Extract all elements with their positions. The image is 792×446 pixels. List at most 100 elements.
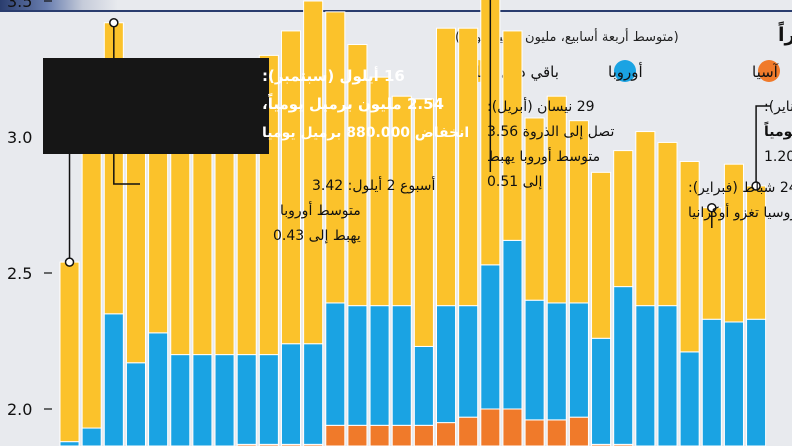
brand-logo <box>0 0 118 10</box>
bar-segment-rest <box>81 144 102 429</box>
bar-segment-asia <box>502 408 523 446</box>
bar-segment-europe <box>59 441 80 446</box>
annotation-marker-dot <box>707 202 717 213</box>
bar-segment-rest <box>657 141 678 307</box>
bar-segment-asia <box>546 419 567 446</box>
legend-label-asia: آسيا <box>752 63 779 81</box>
bar-segment-asia <box>325 424 346 446</box>
bar-segment-europe <box>369 305 390 426</box>
bar-segment-europe <box>258 354 279 445</box>
bar-segment-asia <box>458 416 479 446</box>
bar-segment-rest <box>458 27 479 307</box>
bar-segment-europe <box>701 318 722 446</box>
bar-segment-asia <box>436 422 457 446</box>
bar-segment-rest <box>59 261 80 443</box>
y-tick-label: 2.0 <box>7 400 32 419</box>
bars-group <box>59 0 767 446</box>
bar-segment-asia <box>413 424 434 446</box>
bar-segment-asia <box>524 419 545 446</box>
chart-title: شحنات الخام الروسية المنقولة بحراً <box>778 21 792 46</box>
bar-segment-europe <box>524 299 545 421</box>
bar-segment-rest <box>635 131 656 307</box>
annotation-marker-dot <box>109 18 119 28</box>
annotation-marker-dot <box>64 257 75 267</box>
bar-segment-europe <box>480 264 501 410</box>
bar-segment-europe <box>458 305 479 418</box>
annotation-jan28-line1: 28 كانون الثاني (يناير): <box>764 99 792 115</box>
bar-segment-rest <box>613 150 634 288</box>
bar-segment-rest <box>214 141 235 356</box>
bar-segment-rest <box>546 95 567 304</box>
bar-segment-europe <box>502 239 523 410</box>
annotation-sep16: 16 أيلول (سبتمبر): 2.54 مليون برميل يومي… <box>43 58 469 154</box>
header-divider <box>0 10 792 12</box>
bar-segment-rest <box>391 95 412 307</box>
bar-segment-europe <box>436 305 457 424</box>
bar-segment-europe <box>325 302 346 426</box>
annotation-apr29-line3: متوسط أوروبا يهبط <box>487 147 600 165</box>
bar-segment-rest <box>280 30 302 345</box>
bar-segment-rest <box>524 117 545 301</box>
bar-segment-europe <box>125 362 146 446</box>
y-tick-label: 3.5 <box>7 0 32 11</box>
bar-segment-europe <box>679 351 700 446</box>
bar-segment-europe <box>303 343 324 445</box>
annotation-apr29-line2: تصل إلى الذروة 3.56 <box>487 124 614 140</box>
bar-segment-rest <box>723 163 744 323</box>
y-axis: 4.03.53.02.52.0 <box>7 0 52 419</box>
bar-segment-asia <box>347 424 368 446</box>
bar-segment-rest <box>568 120 589 304</box>
annotation-feb24-line2: روسيا تغزو أوكرانيا <box>688 203 792 221</box>
annotation-sep2-line1: أسبوع 2 أيلول: 3.42 <box>312 176 436 194</box>
annotation-jan28: 28 كانون الثاني (يناير): 2.82 مليون برمي… <box>764 99 792 165</box>
bar-segment-europe <box>81 427 102 446</box>
bar-segment-rest <box>679 160 700 353</box>
legend-label-europe: أوروبا <box>608 62 643 81</box>
bar-segment-asia <box>480 408 501 446</box>
bar-segment-rest <box>591 171 612 339</box>
bar-segment-asia <box>391 424 412 446</box>
annotation-sep16-box <box>43 58 269 154</box>
annotation-apr29-line1: 29 نيسان (أبريل): <box>487 97 595 115</box>
bar-segment-europe <box>192 354 213 446</box>
y-tick-label: 3.0 <box>7 128 32 147</box>
annotation-sep2: أسبوع 2 أيلول: 3.42 متوسط أوروبا يهبط إل… <box>273 176 436 244</box>
bar-segment-europe <box>103 313 124 446</box>
annotation-sep2-line3: يهبط إلى 0.43 <box>273 228 361 244</box>
annotation-leader-line <box>755 105 770 186</box>
legend-swatch-europe <box>614 60 636 82</box>
bar-segment-europe <box>148 332 169 446</box>
bar-segment-europe <box>635 305 656 446</box>
bar-segment-europe <box>723 321 744 446</box>
bar-segment-europe <box>214 354 235 446</box>
annotation-apr29-line4: إلى 0.51 <box>487 174 543 190</box>
bar-segment-rest <box>192 141 213 356</box>
annotation-sep16-line2: 2.54 مليون برميل يومياً، <box>262 93 444 113</box>
bar-segment-europe <box>413 345 434 426</box>
annotation-sep16-line3: انخفاض 880.000 برميل يوميا <box>262 125 469 141</box>
annotation-jan28-line2: 2.82 مليون برميل يومياً <box>764 121 792 140</box>
annotation-sep2-line2: متوسط أوروبا <box>280 201 361 219</box>
bar-segment-rest <box>413 98 434 347</box>
bar-segment-europe <box>236 354 257 445</box>
bar-segment-rest <box>325 11 346 304</box>
bar-segment-europe <box>613 286 634 445</box>
bar-segment-asia <box>568 416 589 446</box>
bar-segment-europe <box>391 305 412 426</box>
bar-segment-rest <box>347 44 368 307</box>
bar-segment-europe <box>568 302 589 418</box>
bar-segment-europe <box>591 337 612 445</box>
annotation-apr29: 29 نيسان (أبريل): تصل إلى الذروة 3.56 مت… <box>487 97 614 190</box>
annotation-sep16-line1: 16 أيلول (سبتمبر): <box>262 66 405 85</box>
header-strip <box>0 0 792 12</box>
annotation-feb24: 24 شباط (فبراير): روسيا تغزو أوكرانيا <box>688 180 792 221</box>
annotation-feb24-line1: 24 شباط (فبراير): <box>688 180 792 196</box>
bar-segment-europe <box>746 318 767 446</box>
y-tick-label: 2.5 <box>7 264 32 283</box>
legend-swatch-asia <box>758 60 780 82</box>
bar-segment-europe <box>657 305 678 446</box>
bar-segment-rest <box>436 27 457 307</box>
annotation-jan28-line3: المتوسط الأوروبي قبل الحرب 1.20 <box>764 147 792 165</box>
bar-segment-rest <box>303 0 324 345</box>
